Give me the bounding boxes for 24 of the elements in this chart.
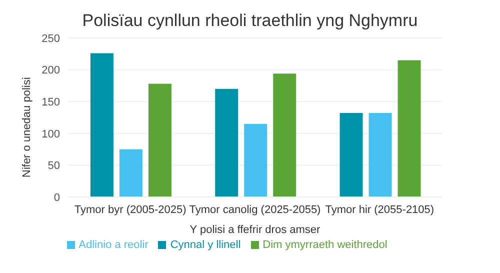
y-tick-label: 0 [54, 192, 60, 204]
y-tick-label: 250 [42, 32, 60, 45]
chart-title: Polisïau cynllun rheoli traethlin yng Nghymru [81, 10, 419, 32]
bar [148, 84, 172, 197]
bar [244, 124, 268, 197]
x-tick-label: Tymor canolig (2025-2055) [189, 204, 321, 216]
legend-label: Dim ymyrraeth weithredol [262, 239, 388, 251]
bar [273, 74, 296, 197]
legend-label: Cynnal y llinell [170, 239, 241, 251]
legend-label: Adlinio a reolir [78, 239, 148, 251]
bar [368, 113, 392, 197]
bar [398, 60, 421, 197]
bar [90, 53, 114, 197]
x-axis-title: Y polisi a ffefrir dros amser [190, 224, 321, 236]
y-tick-label: 100 [42, 128, 60, 140]
x-tick-label: Tymor byr (2005-2025) [74, 204, 186, 216]
y-axis-title: Nifer o unedau polisi [20, 77, 33, 178]
y-tick-label: 50 [48, 160, 60, 172]
bar [215, 88, 238, 197]
bar [340, 113, 363, 197]
x-tick-label: Tymor hir (2055-2105) [325, 204, 434, 216]
bar [119, 149, 142, 197]
y-tick-label: 200 [42, 64, 60, 77]
y-tick-label: 150 [42, 96, 60, 109]
